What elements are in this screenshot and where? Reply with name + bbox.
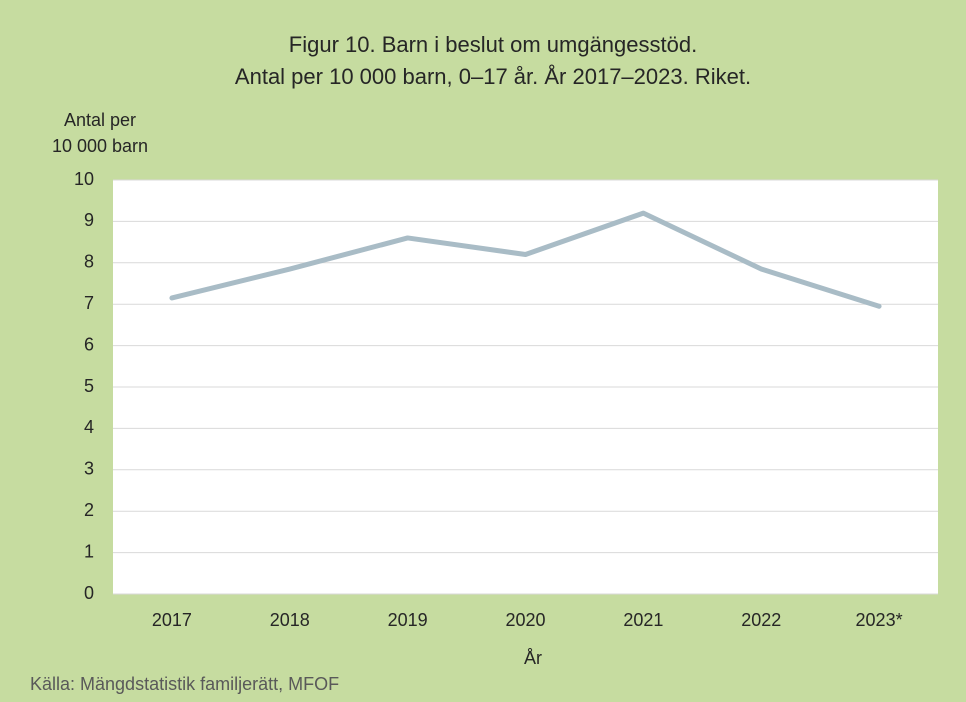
y-tick-label: 7 (84, 293, 94, 313)
x-tick-label: 2021 (623, 610, 663, 630)
y-tick-label: 0 (84, 583, 94, 603)
x-tick-label: 2020 (505, 610, 545, 630)
y-tick-label: 8 (84, 252, 94, 272)
chart-subtitle: Antal per 10 000 barn, 0–17 år. År 2017–… (235, 64, 751, 89)
line (169, 210, 882, 309)
y-tick-label: 4 (84, 417, 94, 437)
y-tick-label: 3 (84, 459, 94, 479)
x-tick-label: 2023* (856, 610, 903, 630)
y-tick-label: 2 (84, 500, 94, 520)
chart-title: Figur 10. Barn i beslut om umgängesstöd. (289, 32, 697, 57)
x-tick-label: 2022 (741, 610, 781, 630)
x-axis-label: År (524, 648, 542, 668)
y-tick-label: 5 (84, 376, 94, 396)
x-tick-label: 2017 (152, 610, 192, 630)
y-tick-label: 10 (74, 169, 94, 189)
y-tick-label: 9 (84, 210, 94, 230)
x-tick-label: 2019 (388, 610, 428, 630)
y-tick-label: 6 (84, 334, 94, 354)
x-tick-label: 2018 (270, 610, 310, 630)
y-axis-label: 10 000 barn (52, 136, 148, 156)
source: Källa: Mängdstatistik familjerätt, MFOF (30, 674, 339, 694)
y-axis-label: Antal per (64, 110, 136, 130)
y-tick-label: 1 (84, 541, 94, 561)
